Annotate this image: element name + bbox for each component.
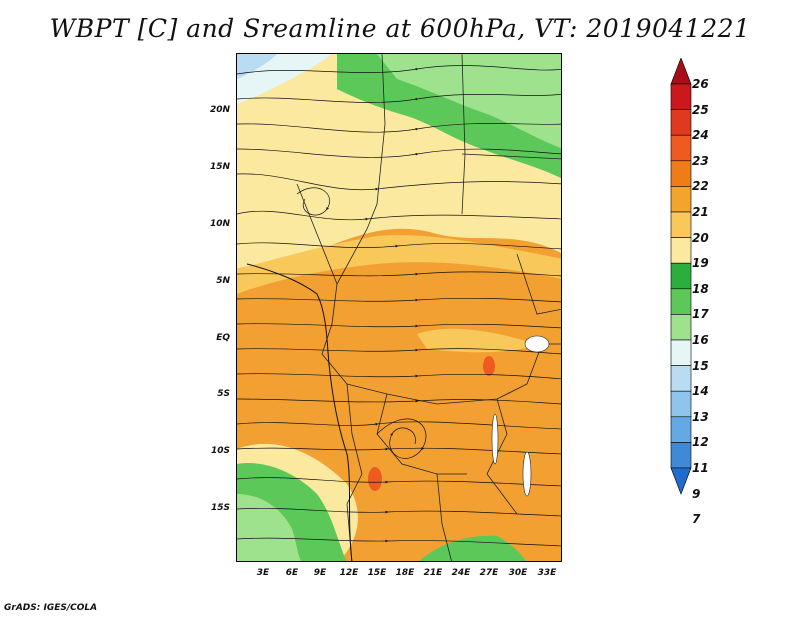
lon-label: 27E [479, 568, 499, 578]
colorbar-segment [670, 467, 692, 495]
colorbar-segment [670, 339, 692, 366]
lon-label: 30E [508, 568, 528, 578]
colorbar-segment [670, 134, 692, 162]
lon-label: 9E [313, 568, 327, 578]
lon-label: 15E [367, 568, 387, 578]
coastline [246, 263, 353, 561]
colorbar-segment [670, 288, 692, 315]
lon-label: 33E [537, 568, 557, 578]
lon-label: 3E [256, 568, 270, 578]
colorbar-label: 18 [692, 281, 709, 296]
field-17c-southeast [419, 535, 526, 561]
colorbar-segment [670, 237, 692, 264]
colorbar-segment [670, 83, 692, 110]
lat-label: 5S [217, 389, 230, 399]
colorbar [670, 58, 692, 495]
lon-label: 21E [423, 568, 443, 578]
colorbar-segment [670, 211, 692, 238]
colorbar-label: 17 [692, 307, 709, 322]
lat-label: 15S [210, 503, 230, 513]
streamlines [237, 65, 561, 547]
field-19c-patch [277, 174, 377, 209]
colorbar-label: 25 [692, 102, 709, 117]
colorbar-segment [670, 160, 692, 187]
wbpt-field-map [237, 54, 561, 561]
colorbar-label: 11 [692, 461, 709, 475]
colorbar-label: 24 [692, 128, 709, 143]
colorbar-segment [670, 109, 692, 136]
grads-footer: GrADS: IGES/COLA [4, 603, 98, 613]
colorbar-segment [670, 186, 692, 213]
colorbar-segment [670, 390, 692, 418]
chart-title: WBPT [C] and Sreamline at 600hPa, VT: 20… [49, 14, 751, 43]
colorbar-segment [670, 442, 692, 469]
lat-label: EQ [216, 333, 230, 343]
colorbar-segment [670, 416, 692, 443]
lon-label: 6E [285, 568, 299, 578]
field-20c-east [417, 328, 537, 353]
field-23c-spot [483, 356, 495, 376]
field-16c-southwest [237, 494, 302, 561]
lat-label: 15N [209, 162, 230, 172]
colorbar-segment [670, 314, 692, 341]
colorbar-label: 21 [692, 205, 709, 219]
field-23c-spot-south [368, 467, 382, 491]
field-20c-band [237, 235, 561, 294]
colorbar-label: 15 [692, 358, 709, 373]
colorbar-segment [670, 58, 692, 85]
lon-label: 12E [339, 568, 359, 578]
colorbar-label: 22 [692, 179, 709, 194]
lat-label: 10S [210, 446, 230, 456]
colorbar-label: 19 [692, 256, 709, 271]
lon-label: 18E [395, 568, 415, 578]
field-16c-northeast [377, 54, 561, 149]
colorbar-label: 9 [692, 486, 701, 501]
lat-label: 10N [209, 219, 230, 229]
colorbar-segment [670, 365, 692, 392]
map-panel [236, 53, 562, 562]
colorbar-label: 20 [692, 230, 709, 245]
lat-label: 5N [216, 276, 230, 286]
lakes [491, 335, 550, 497]
colorbar-label: 23 [692, 153, 709, 168]
lon-label: 24E [451, 568, 471, 578]
colorbar-label: 7 [692, 512, 701, 527]
colorbar-label: 16 [692, 333, 709, 347]
lat-label: 20N [209, 105, 230, 115]
colorbar-label: 14 [692, 384, 709, 399]
colorbar-label: 13 [692, 409, 709, 424]
colorbar-label: 26 [692, 77, 709, 91]
colorbar-label: 12 [692, 435, 709, 450]
field-15c-northwest [237, 54, 332, 104]
colorbar-segment [670, 262, 692, 290]
